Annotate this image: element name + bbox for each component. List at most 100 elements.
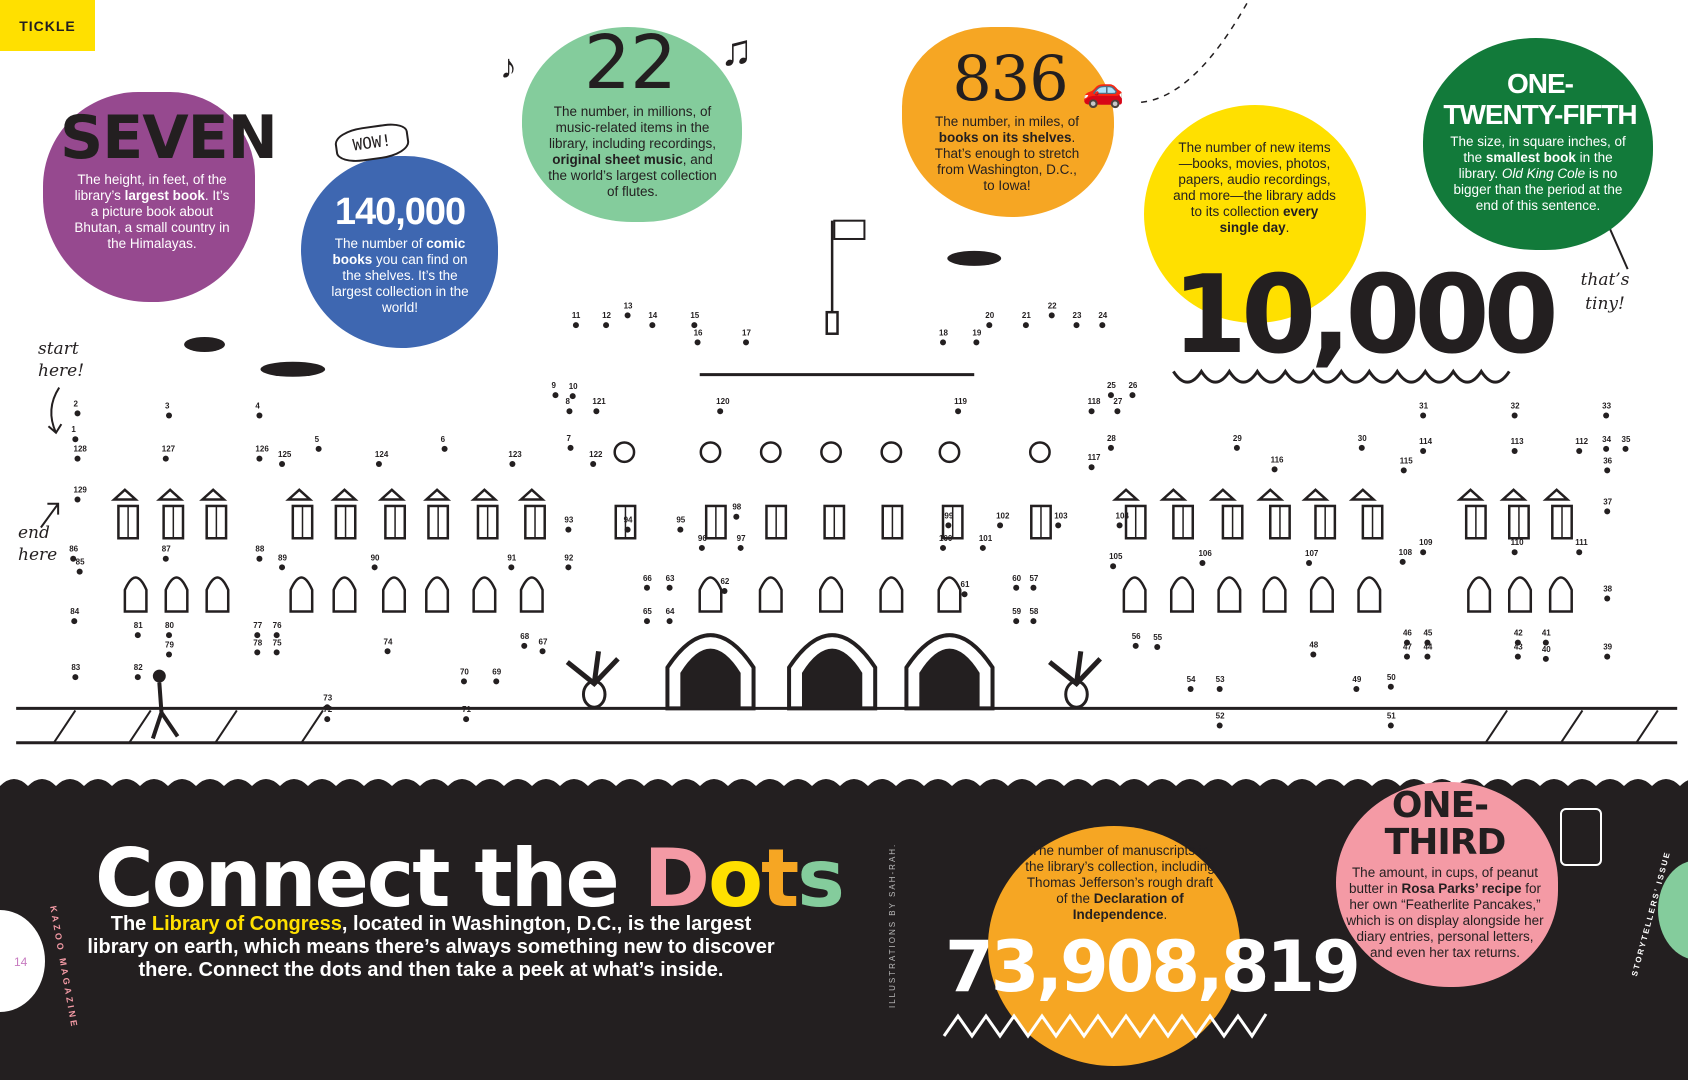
puzzle-dot-label: 34: [1602, 435, 1611, 444]
fact-peanut-blob: [1336, 782, 1558, 987]
puzzle-dot: [1387, 722, 1394, 729]
puzzle-dot: [509, 460, 516, 467]
walking-person-body: [150, 682, 180, 740]
bust-statue: [759, 441, 782, 464]
puzzle-dot-label: 112: [1575, 437, 1588, 446]
puzzle-dot: [508, 564, 515, 571]
wavy-underline: [1172, 368, 1511, 384]
puzzle-dot: [552, 392, 559, 399]
fact-smallest-headline-2: TWENTY-FIFTH: [1443, 99, 1637, 130]
puzzle-dot: [1400, 467, 1407, 474]
puzzle-dot: [1030, 618, 1037, 625]
puzzle-dot-label: 69: [492, 667, 501, 676]
puzzle-dot-label: 42: [1514, 629, 1523, 638]
puzzle-dot-label: 26: [1128, 381, 1137, 390]
puzzle-dot-label: 40: [1542, 645, 1551, 654]
fact-manuscripts-blob: [988, 826, 1240, 1066]
puzzle-dot-label: 76: [273, 621, 282, 630]
arched-window: [819, 576, 844, 613]
puzzle-dot: [76, 568, 83, 575]
window-pediment: [1208, 488, 1237, 501]
title-letter: t: [761, 832, 799, 925]
puzzle-dot-label: 75: [273, 638, 282, 647]
fact-smallest-text: The size, in square inches, of the small…: [1450, 134, 1626, 213]
puzzle-dot: [1604, 653, 1611, 660]
cloud: [184, 336, 225, 353]
puzzle-dot: [1306, 560, 1313, 567]
puzzle-dot: [1216, 722, 1223, 729]
puzzle-dot: [493, 678, 500, 685]
window-pediment: [110, 488, 139, 501]
flag-base: [825, 310, 839, 335]
sidewalk-crack: [300, 709, 324, 744]
puzzle-dot-label: 128: [74, 445, 88, 454]
puzzle-dot: [1603, 412, 1610, 419]
arched-window: [937, 576, 962, 613]
puzzle-dot: [1424, 653, 1431, 660]
sidewalk-crack: [52, 709, 77, 744]
puzzle-dot: [254, 632, 261, 639]
puzzle-dot: [997, 522, 1004, 529]
puzzle-dot-label: 126: [255, 445, 269, 454]
puzzle-dot: [569, 393, 576, 400]
puzzle-dot-label: 67: [539, 637, 548, 646]
puzzle-dot-label: 77: [253, 621, 262, 630]
car-icon: 🚗: [1082, 71, 1125, 109]
arched-window: [1122, 576, 1147, 613]
fact-comics-headline: 140,000: [334, 191, 466, 233]
puzzle-dot: [643, 584, 650, 591]
puzzle-dot: [162, 455, 169, 462]
puzzle-dot: [166, 412, 173, 419]
start-note: start here!: [38, 339, 85, 381]
puzzle-dot: [134, 632, 141, 639]
puzzle-dot: [71, 618, 78, 625]
window-pediment: [423, 488, 452, 501]
puzzle-dot-label: 96: [698, 534, 707, 543]
puzzle-dot: [1358, 444, 1365, 451]
puzzle-dot: [521, 642, 528, 649]
puzzle-dot: [1110, 563, 1117, 570]
puzzle-dot: [961, 591, 968, 598]
window-pediment: [1499, 488, 1528, 501]
puzzle-dot: [166, 632, 173, 639]
puzzle-dot-label: 127: [162, 445, 176, 454]
illustration-credit: ILLUSTRATIONS BY SAH-RAH.: [888, 842, 897, 1008]
puzzle-dot: [694, 339, 701, 346]
puzzle-dot-label: 88: [255, 545, 264, 554]
puzzle-dot: [74, 496, 81, 503]
puzzle-dot-label: 28: [1107, 434, 1116, 443]
window-pediment: [199, 488, 228, 501]
puzzle-dot: [1622, 445, 1629, 452]
puzzle-dot: [691, 322, 698, 329]
puzzle-dot-label: 37: [1603, 497, 1612, 506]
puzzle-dot: [74, 455, 81, 462]
puzzle-dot-label: 32: [1511, 402, 1520, 411]
puzzle-dot-label: 68: [520, 632, 529, 641]
puzzle-dot: [940, 339, 947, 346]
sidewalk-crack: [1484, 709, 1508, 744]
puzzle-dot-label: 57: [1029, 574, 1038, 583]
car-dashed-path: [1141, 0, 1250, 104]
puzzle-dot: [72, 436, 79, 443]
page-title: Connect the Dots: [95, 832, 845, 925]
puzzle-dot: [463, 716, 470, 723]
puzzle-dot: [1013, 584, 1020, 591]
puzzle-dot: [566, 408, 573, 415]
puzzle-dot-label: 98: [732, 503, 741, 512]
doorway: [919, 648, 980, 709]
puzzle-dot-label: 60: [1012, 574, 1021, 583]
puzzle-dot: [1399, 558, 1406, 565]
puzzle-dot: [324, 704, 331, 711]
puzzle-dot-label: 21: [1022, 311, 1031, 320]
puzzle-dot: [1511, 448, 1518, 455]
puzzle-dot: [1403, 639, 1410, 646]
puzzle-dot-label: 4: [255, 402, 260, 411]
puzzle-dot-label: 25: [1107, 381, 1116, 390]
puzzle-dot-label: 20: [985, 311, 994, 320]
puzzle-dot-label: 44: [1423, 643, 1432, 652]
fact-peanut-text: The amount, in cups, of peanut butter in…: [1346, 865, 1544, 960]
puzzle-dot: [460, 678, 467, 685]
puzzle-dot-label: 71: [462, 705, 471, 714]
arched-window: [1217, 576, 1242, 613]
